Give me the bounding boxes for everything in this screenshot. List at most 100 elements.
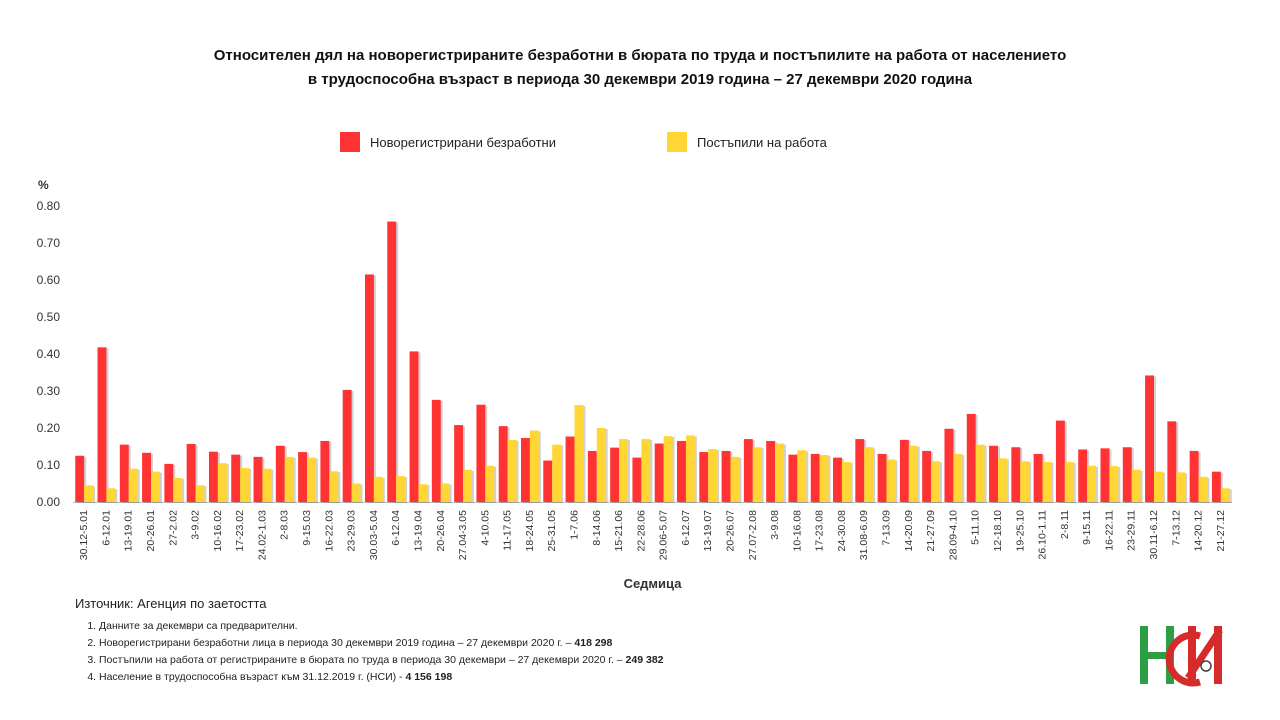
bar-unemployed bbox=[766, 440, 776, 502]
x-tick-label: 7-13.09 bbox=[881, 510, 893, 546]
bar-employed bbox=[396, 476, 406, 502]
x-tick-label: 11-17.05 bbox=[502, 510, 514, 551]
x-tick-label: 8-14.06 bbox=[591, 510, 603, 546]
bar-unemployed bbox=[186, 443, 196, 502]
x-tick-label: 19-25.10 bbox=[1014, 510, 1026, 552]
bar-employed bbox=[730, 456, 740, 502]
x-tick-label: 16-22.03 bbox=[323, 510, 335, 552]
bar-unemployed bbox=[1011, 447, 1021, 502]
x-tick-label: 21-27.12 bbox=[1215, 510, 1227, 552]
bar-employed bbox=[864, 447, 874, 502]
bar-employed bbox=[797, 450, 807, 502]
y-tick-label: 0.20 bbox=[37, 421, 61, 435]
x-tick-label: 30.03-5.04 bbox=[368, 510, 380, 560]
legend-swatch-unemployed bbox=[340, 132, 360, 152]
x-tick-label: 10-16.08 bbox=[791, 510, 803, 552]
x-tick-label: 23-29.11 bbox=[1126, 510, 1138, 551]
bar-employed bbox=[1087, 465, 1097, 502]
x-tick-label: 31.08-6.09 bbox=[858, 510, 870, 560]
bar-unemployed bbox=[387, 221, 397, 503]
bar-employed bbox=[1131, 469, 1141, 502]
bar-unemployed bbox=[877, 453, 887, 502]
x-tick-label: 17-23.08 bbox=[814, 510, 826, 552]
legend-label-unemployed: Новорегистрирани безработни bbox=[370, 134, 556, 150]
bar-employed bbox=[529, 430, 539, 502]
bar-unemployed bbox=[632, 457, 642, 502]
x-tick-label: 6-12.01 bbox=[100, 510, 112, 546]
bar-unemployed bbox=[855, 439, 865, 502]
y-tick-label: 0.60 bbox=[37, 273, 61, 287]
bar-employed bbox=[463, 469, 472, 502]
footnote-3: Постъпили на работа от регистрираните в … bbox=[99, 652, 664, 669]
x-tick-label: 30.12-5.01 bbox=[78, 510, 90, 560]
chart-title-line-1: Относителен дял на новорегистрираните бе… bbox=[213, 47, 1067, 64]
bar-unemployed bbox=[1211, 471, 1221, 502]
bar-employed bbox=[908, 445, 918, 502]
bar-employed bbox=[775, 443, 785, 502]
bar-employed bbox=[329, 471, 339, 502]
x-tick-label: 13-19.07 bbox=[702, 510, 714, 552]
nsi-logo bbox=[1140, 626, 1223, 687]
bar-unemployed bbox=[253, 456, 263, 502]
y-tick-label: 0.30 bbox=[37, 384, 61, 398]
bar-unemployed bbox=[498, 426, 508, 502]
legend-swatch-employed bbox=[667, 132, 687, 152]
bar-employed bbox=[953, 453, 963, 502]
bar-employed bbox=[596, 428, 606, 502]
bar-unemployed bbox=[320, 440, 330, 502]
y-tick-label: 0.40 bbox=[37, 347, 61, 361]
bar-employed bbox=[1042, 462, 1052, 502]
bar-unemployed bbox=[164, 463, 174, 502]
x-tick-label: 20-26.07 bbox=[725, 510, 737, 552]
bar-employed bbox=[440, 483, 450, 502]
x-tick-label: 14-20.12 bbox=[1193, 510, 1205, 552]
x-tick-label: 28.09-4.10 bbox=[947, 510, 959, 560]
bar-chart: % 0.00 0.10 0.20 0.30 0.40 0.50 0.60 0.70 0.80 30.… bbox=[37, 178, 1232, 591]
bar-unemployed bbox=[1033, 453, 1043, 502]
bar-employed bbox=[997, 458, 1007, 502]
bar-employed bbox=[240, 467, 250, 502]
bar-employed bbox=[351, 483, 361, 502]
x-tick-label: 4-10.05 bbox=[479, 510, 491, 546]
bar-employed bbox=[217, 463, 227, 502]
x-tick-label: 13-19.04 bbox=[412, 510, 424, 552]
bar-employed bbox=[284, 456, 294, 502]
bar-employed bbox=[151, 471, 160, 502]
bar-employed bbox=[195, 485, 205, 502]
bar-unemployed bbox=[409, 351, 419, 502]
bar-unemployed bbox=[654, 443, 664, 502]
footnotes: Данните за декември са предварителни. Но… bbox=[79, 618, 664, 686]
x-tick-label: 15-21.06 bbox=[613, 510, 625, 552]
bar-unemployed bbox=[231, 454, 241, 502]
y-tick-label: 0.80 bbox=[37, 199, 61, 213]
x-tick-label: 22-28.06 bbox=[635, 510, 647, 552]
bar-unemployed bbox=[1100, 448, 1110, 502]
footnote-4-value: 4 156 198 bbox=[405, 671, 453, 683]
bar-unemployed bbox=[1145, 375, 1154, 502]
bar-unemployed bbox=[610, 447, 620, 502]
bar-employed bbox=[1109, 466, 1119, 502]
footnote-2: Новорегистрирани безработни лица в перио… bbox=[99, 635, 664, 652]
bar-employed bbox=[1064, 462, 1074, 502]
bar-employed bbox=[1153, 471, 1163, 502]
x-tick-label: 1-7.06 bbox=[568, 510, 580, 540]
bar-unemployed bbox=[677, 440, 686, 502]
bar-employed bbox=[975, 444, 985, 502]
bar-unemployed bbox=[75, 455, 85, 502]
x-tick-label: 9-15.11 bbox=[1081, 510, 1093, 545]
bar-unemployed bbox=[342, 389, 352, 502]
bar-employed bbox=[106, 488, 116, 502]
bar-unemployed bbox=[587, 450, 597, 502]
chart-title-line-2: в трудоспособна възраст в периода 30 дек… bbox=[307, 71, 973, 88]
bar-employed bbox=[574, 405, 584, 502]
x-tick-label: 9-15.03 bbox=[301, 510, 313, 546]
bar-employed bbox=[685, 435, 695, 502]
bar-unemployed bbox=[833, 457, 842, 502]
x-tick-label: 27-2.02 bbox=[167, 510, 179, 546]
x-tick-label: 20-26.04 bbox=[435, 510, 447, 552]
bar-employed bbox=[663, 436, 673, 502]
x-tick-label: 30.11-6.12 bbox=[1148, 510, 1160, 560]
bar-unemployed bbox=[966, 413, 976, 502]
bar-employed bbox=[128, 468, 138, 502]
bar-unemployed bbox=[699, 452, 709, 502]
